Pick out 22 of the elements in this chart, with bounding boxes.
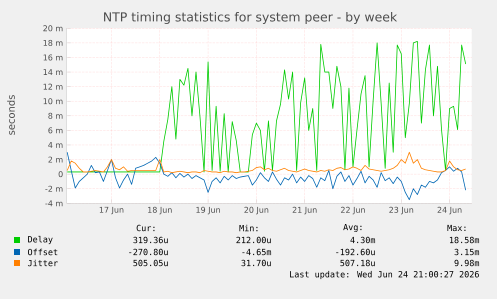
text: Cur: <box>136 224 154 232</box>
chart-title: NTP timing statistics for system peer - by week <box>104 12 398 24</box>
text: -270.80u <box>129 248 168 256</box>
text: 507.18u <box>340 260 375 266</box>
y-axis-title: seconds <box>7 95 15 135</box>
text: 9.98m <box>454 260 480 266</box>
legend-label: Delay <box>28 236 53 244</box>
text: Last update: Wed Jun 24 21:00:27 2026 <box>290 270 479 280</box>
text: -4.65m <box>242 248 272 256</box>
legend-label: Jitter <box>28 260 58 266</box>
text: 4.30m <box>350 236 376 244</box>
text: Min: <box>239 224 258 232</box>
text: 18.58m <box>450 236 480 244</box>
text: 505.05u <box>133 260 168 266</box>
text: -192.60u <box>336 248 375 256</box>
text: 31.70u <box>241 260 271 266</box>
text: Max: <box>447 224 466 232</box>
text: 319.36u <box>133 236 168 244</box>
text: 3.15m <box>454 248 480 256</box>
legend-label: Offset <box>28 248 58 256</box>
text: Avg: <box>343 224 362 232</box>
text: 212.00u <box>236 236 271 244</box>
